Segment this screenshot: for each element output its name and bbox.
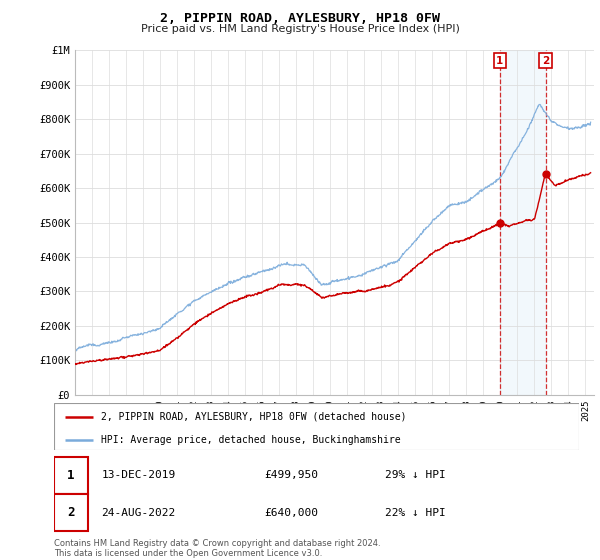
Text: 13-DEC-2019: 13-DEC-2019	[101, 470, 176, 480]
Text: 1: 1	[496, 55, 503, 66]
Text: Contains HM Land Registry data © Crown copyright and database right 2024.
This d: Contains HM Land Registry data © Crown c…	[54, 539, 380, 558]
Text: 29% ↓ HPI: 29% ↓ HPI	[385, 470, 445, 480]
Text: 2, PIPPIN ROAD, AYLESBURY, HP18 0FW (detached house): 2, PIPPIN ROAD, AYLESBURY, HP18 0FW (det…	[101, 412, 407, 422]
Text: 2: 2	[67, 506, 75, 519]
Text: £640,000: £640,000	[264, 508, 318, 517]
Text: 2, PIPPIN ROAD, AYLESBURY, HP18 0FW: 2, PIPPIN ROAD, AYLESBURY, HP18 0FW	[160, 12, 440, 25]
Text: 22% ↓ HPI: 22% ↓ HPI	[385, 508, 445, 517]
Text: £499,950: £499,950	[264, 470, 318, 480]
Bar	[54, 494, 88, 531]
Text: HPI: Average price, detached house, Buckinghamshire: HPI: Average price, detached house, Buck…	[101, 435, 401, 445]
Text: 1: 1	[67, 469, 75, 482]
Text: 2: 2	[542, 55, 549, 66]
Text: 24-AUG-2022: 24-AUG-2022	[101, 508, 176, 517]
Bar	[500, 50, 545, 395]
Text: Price paid vs. HM Land Registry's House Price Index (HPI): Price paid vs. HM Land Registry's House …	[140, 24, 460, 34]
Bar	[54, 457, 88, 493]
